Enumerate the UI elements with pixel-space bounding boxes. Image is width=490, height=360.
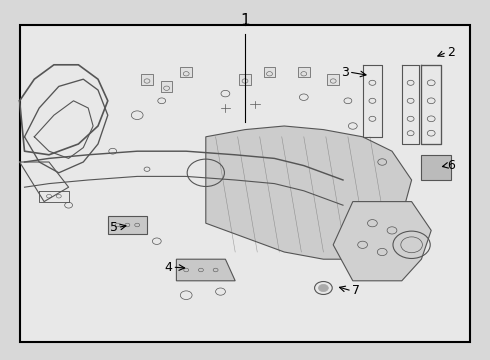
Bar [264,67,275,77]
Text: 5: 5 [110,221,118,234]
Bar [141,74,153,85]
Text: 6: 6 [447,159,455,172]
Text: 2: 2 [447,46,455,59]
Bar [180,67,192,77]
Text: 7: 7 [352,284,360,297]
Bar [298,67,310,77]
Bar [239,74,251,85]
Bar [161,81,172,92]
Polygon shape [206,126,412,259]
Bar [327,74,339,85]
Text: 1: 1 [240,13,250,28]
Circle shape [318,284,328,292]
Polygon shape [421,155,451,180]
Polygon shape [333,202,431,281]
Text: 3: 3 [341,66,349,78]
FancyBboxPatch shape [20,25,470,342]
Text: 4: 4 [165,261,172,274]
Polygon shape [176,259,235,281]
Polygon shape [108,216,147,234]
